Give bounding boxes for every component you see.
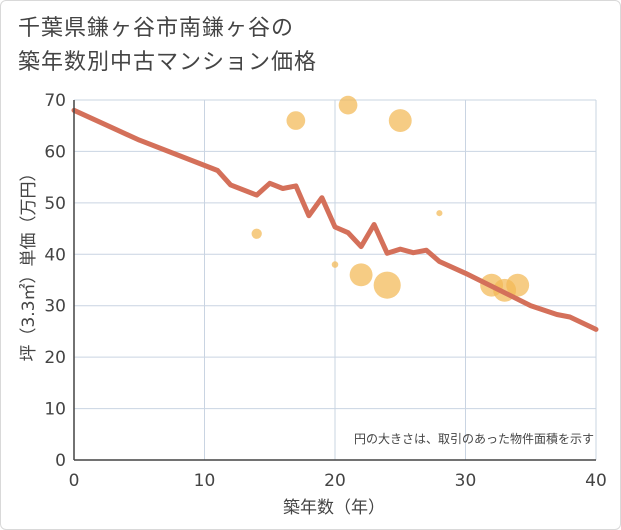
bubble-point-3 bbox=[338, 95, 358, 115]
trend-line bbox=[71, 107, 599, 332]
x-tick-label-40: 40 bbox=[585, 471, 607, 491]
y-tick-label-40: 40 bbox=[44, 245, 66, 265]
y-tick-label-10: 10 bbox=[44, 400, 66, 420]
axes bbox=[73, 100, 596, 461]
bubble-point-6 bbox=[388, 109, 412, 133]
y-tick-label-70: 70 bbox=[44, 91, 66, 111]
bubble-series bbox=[251, 95, 530, 302]
x-axis-label: 築年数（年） bbox=[283, 498, 385, 518]
title-line-2: 築年数別中古マンション価格 bbox=[18, 50, 318, 75]
bubble-point-1 bbox=[286, 111, 306, 130]
bubble-point-5 bbox=[373, 271, 401, 299]
x-tick-label-20: 20 bbox=[324, 471, 346, 491]
x-tick-label-0: 0 bbox=[69, 471, 80, 491]
title-line-1: 千葉県鎌ヶ谷市南鎌ヶ谷の bbox=[18, 16, 295, 41]
y-tick-label-20: 20 bbox=[44, 348, 66, 368]
y-tick-label-50: 50 bbox=[44, 194, 66, 214]
bubble-point-4 bbox=[349, 263, 373, 287]
bubble-point-10 bbox=[506, 273, 530, 297]
y-tick-label-60: 60 bbox=[44, 142, 66, 162]
x-tick-label-10: 10 bbox=[194, 471, 216, 491]
y-tick-label-0: 0 bbox=[55, 451, 66, 471]
bubble-point-0 bbox=[251, 228, 262, 239]
chart-title: 千葉県鎌ヶ谷市南鎌ヶ谷の 築年数別中古マンション価格 bbox=[18, 12, 317, 80]
y-tick-labels: 0 10 20 30 40 50 60 70 bbox=[44, 91, 66, 471]
x-tick-labels: 0 10 20 30 40 bbox=[69, 471, 607, 491]
bubble-size-note: 円の大きさは、取引のあった物件面積を示す bbox=[354, 431, 594, 446]
y-tick-label-30: 30 bbox=[44, 297, 66, 317]
x-tick-label-30: 30 bbox=[455, 471, 477, 491]
bubble-point-2 bbox=[331, 261, 339, 268]
y-axis-label: 坪（3.3㎡）単価（万円） bbox=[19, 164, 39, 361]
bubble-point-7 bbox=[436, 210, 443, 217]
